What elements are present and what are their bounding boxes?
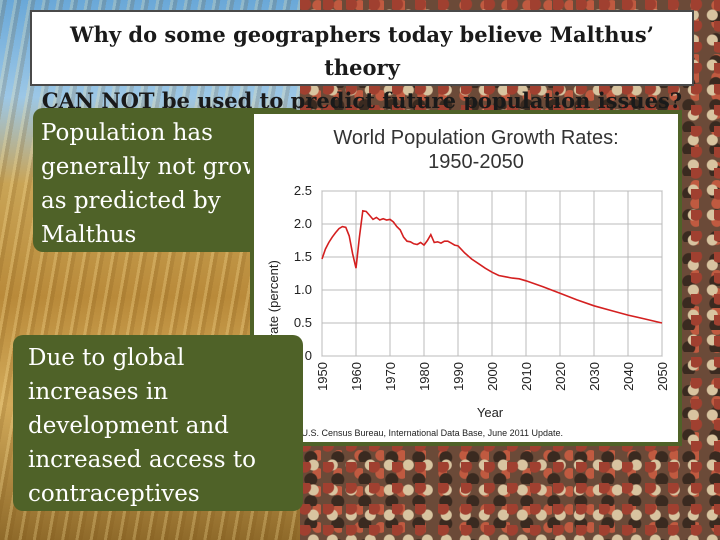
chart-x-tick-label: 2040 [621, 362, 636, 391]
chart-y-tick-label: 0.5 [294, 315, 312, 330]
chart-y-tick-label: 0 [305, 348, 312, 363]
chart-x-tick-label: 2000 [485, 362, 500, 391]
chart-y-tick-label: 2.5 [294, 183, 312, 198]
chart-x-tick-label: 2030 [587, 362, 602, 391]
chart-y-tick-label: 2.0 [294, 216, 312, 231]
population-growth-chart: World Population Growth Rates: 1950-2050… [250, 110, 682, 446]
chart-title-line-1: World Population Growth Rates: [333, 127, 618, 149]
chart-x-axis-label: Year [477, 405, 504, 420]
chart-source-note: Source: U.S. Census Bureau, Internationa… [268, 428, 563, 438]
chart-x-tick-label: 1970 [383, 362, 398, 391]
point-development-contraceptives: Due to global increases in development a… [13, 335, 303, 511]
chart-y-tick-label: 1.5 [294, 249, 312, 264]
chart-y-tick-label: 1.0 [294, 282, 312, 297]
chart-x-tick-label: 1990 [451, 362, 466, 391]
chart-x-tick-label: 1950 [315, 362, 330, 391]
chart-x-tick-label: 2010 [519, 362, 534, 391]
title-line-1: Why do some geographers today believe Ma… [70, 22, 654, 80]
chart-x-tick-label: 1960 [349, 362, 364, 391]
chart-x-tick-label: 2050 [655, 362, 670, 391]
growth-rate-series-line [321, 209, 663, 324]
chart-svg: World Population Growth Rates: 1950-2050… [266, 127, 670, 438]
chart-x-tick-label: 2020 [553, 362, 568, 391]
slide-title: Why do some geographers today believe Ma… [30, 10, 694, 113]
chart-x-tick-label: 1980 [417, 362, 432, 391]
chart-title-line-2: 1950-2050 [428, 151, 524, 173]
